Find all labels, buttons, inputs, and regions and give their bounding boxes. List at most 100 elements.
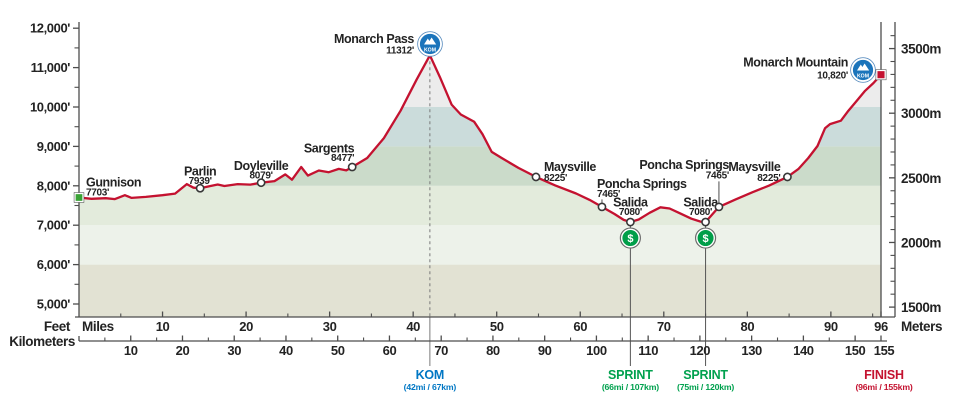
sprint-badge-circle [697,230,714,247]
mountain-icon [424,37,437,45]
sprint-badge: $ [619,227,641,249]
town-marker [701,217,710,227]
dollar-icon: $ [627,233,633,245]
km-tick-label: 40 [279,343,293,358]
km-tick-label: 150 [845,343,866,358]
town-marker [195,183,205,193]
dollar-icon: $ [703,233,709,245]
axes: 12,000' 11,000' 10,000' 9,000' 8,000' 7,000' 6… [9,21,942,358]
waypoint-elevation-parlin: 7939' [189,176,212,187]
event-sublabel-sprint1: (66mi / 107km) [602,382,659,392]
kom-badge: KOM [417,31,443,57]
waypoint-elevation-salida_west: 7080' [619,207,642,218]
start-marker [74,192,84,203]
km-tick-label: 80 [486,343,500,358]
event-sublabel-kom: (42mi / 67km) [404,382,457,392]
event-labels: KOM(42mi / 67km)SPRINT(66mi / 107km)SPRI… [404,368,913,392]
waypoint-elevation-monarch_mountain: 10,820' [817,71,848,82]
town-marker [256,178,266,188]
km-tick-label: 110 [638,343,658,358]
waypoint-elevation-doyleville: 8079' [250,171,273,182]
kom-badge-text: KOM [857,73,869,79]
km-tick-label: 10 [124,343,138,358]
elevation-band [79,55,881,107]
km-tick-label: 140 [793,343,814,358]
waypoint-elevation-gunnison: 7703' [86,188,109,199]
miles-tick-label: 80 [740,319,754,334]
town-marker [531,172,541,182]
town-marker [597,202,607,212]
miles-tick-label: 10 [156,319,170,334]
km-tick-label: 50 [331,343,345,358]
feet-tick-label: 11,000' [31,60,71,75]
km-tick-label: 20 [176,343,190,358]
elevation-band [79,264,881,317]
km-tick-label: 70 [434,343,448,358]
town-marker [347,162,357,172]
feet-tick-label: 7,000' [37,218,71,233]
event-label-sprint2: SPRINT [683,368,728,382]
waypoint-name-poncha_springs_west: Poncha Springs [597,177,687,191]
event-sublabel-sprint2: (75mi / 120km) [677,382,734,392]
kom-badge: KOM [850,57,876,83]
waypoint-elevation-maysville_west: 8225' [544,173,567,184]
waypoint-name-poncha_springs_east: Poncha Springs [639,158,729,172]
feet-tick-label: 6,000' [37,257,71,272]
waypoint-name-salida_west: Salida [613,196,649,210]
waypoint-name-maysville_east: Maysville [728,160,780,174]
kom-badge-outer-ring [417,31,443,57]
waypoint-name-salida_east: Salida [683,196,719,210]
sprint-badge: $ [694,227,717,249]
waypoint-name-monarch_pass: Monarch Pass [334,32,414,46]
miles-tick-label: 20 [239,319,253,334]
miles-tick-label: 90 [824,319,838,334]
feet-tick-label: 12,000' [30,21,70,36]
waypoint-name-gunnison: Gunnison [86,176,141,190]
feet-tick-label: 10,000' [30,100,70,115]
km-tick-label: 100 [586,343,607,358]
waypoint-name-maysville_west: Maysville [544,160,596,174]
miles-tick-label: 40 [406,319,420,334]
miles-tick-label: 60 [573,319,587,334]
kilometers-unit-label: Kilometers [9,334,75,349]
town-marker [625,217,635,227]
km-tick-label: 130 [741,343,762,358]
event-label-sprint1: SPRINT [608,368,653,382]
meters-tick-label: 3500m [901,42,941,57]
miles-tick-label: 96 [874,319,888,334]
feet-tick-label: 8,000' [37,178,71,193]
km-tick-label: 90 [538,343,552,358]
feet-tick-label: 5,000' [37,297,71,312]
waypoint-name-doyleville: Doyleville [234,159,289,173]
waypoint-elevation-monarch_pass: 11312' [386,46,414,57]
waypoint-elevation-poncha_springs_east: 7465' [706,170,729,181]
meters-unit-label: Meters [901,319,942,334]
elevation-band [79,107,881,147]
meters-tick-label: 2000m [901,235,941,250]
waypoint-name-parlin: Parlin [184,165,216,179]
waypoint-elevation-maysville_east: 8225' [757,173,780,184]
km-tick-label: 30 [227,343,241,358]
feet-tick-label: 9,000' [37,139,71,154]
elevation-profile-line [77,54,883,224]
mountain-icon [857,63,870,71]
meters-tick-label: 1500m [901,300,941,315]
meters-tick-label: 3000m [901,106,941,121]
km-tick-label: 60 [383,343,397,358]
sprint-badge-circle [622,230,639,247]
miles-tick-label: 50 [490,319,504,334]
kom-badge-outer-ring [850,57,876,83]
event-label-finish: FINISH [864,368,904,382]
meters-tick-label: 2500m [901,171,941,186]
kom-badge-text: KOM [424,47,436,53]
event-sublabel-finish: (96mi / 155km) [855,382,912,392]
waypoint-elevation-salida_east: 7080' [689,207,712,218]
event-label-kom: KOM [416,368,445,382]
feet-unit-label: Feet [44,319,71,334]
town-marker [714,202,724,212]
waypoint-elevation-sargents: 8477' [331,153,354,164]
miles-tick-label: 30 [323,319,337,334]
